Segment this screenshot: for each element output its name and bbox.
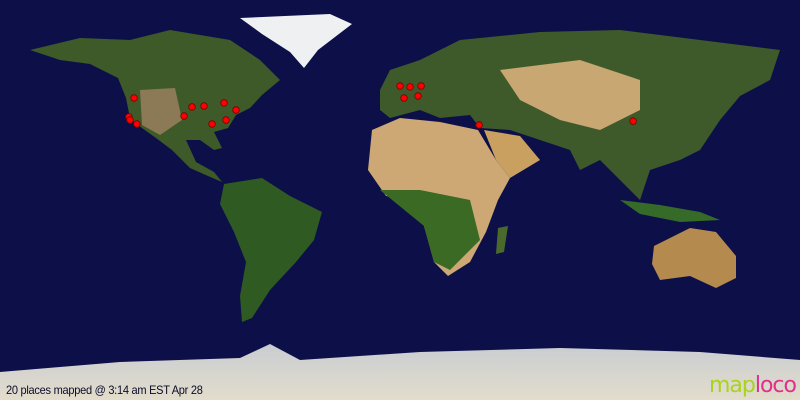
south-america <box>220 178 322 322</box>
logo-part-loco: loco <box>754 373 797 398</box>
place-marker[interactable] <box>222 116 230 124</box>
place-marker[interactable] <box>417 82 425 90</box>
antarctica <box>0 344 800 400</box>
place-marker[interactable] <box>396 82 404 90</box>
greenland <box>240 14 352 68</box>
place-marker[interactable] <box>414 92 422 100</box>
place-marker[interactable] <box>475 121 483 129</box>
place-marker[interactable] <box>629 117 637 125</box>
australia <box>652 228 736 288</box>
place-marker[interactable] <box>232 106 240 114</box>
place-marker[interactable] <box>208 120 216 128</box>
place-marker[interactable] <box>200 102 208 110</box>
logo-part-map: map <box>708 373 756 398</box>
maploco-logo[interactable]: maploco <box>708 373 797 398</box>
place-marker[interactable] <box>133 120 141 128</box>
place-marker[interactable] <box>406 83 414 91</box>
place-marker[interactable] <box>188 103 196 111</box>
place-marker[interactable] <box>400 94 408 102</box>
place-marker[interactable] <box>180 112 188 120</box>
place-marker[interactable] <box>220 99 228 107</box>
place-marker[interactable] <box>130 94 138 102</box>
place-marker[interactable] <box>126 116 134 124</box>
places-mapped-caption: 20 places mapped @ 3:14 am EST Apr 28 <box>6 383 203 397</box>
markers-layer <box>125 82 637 129</box>
